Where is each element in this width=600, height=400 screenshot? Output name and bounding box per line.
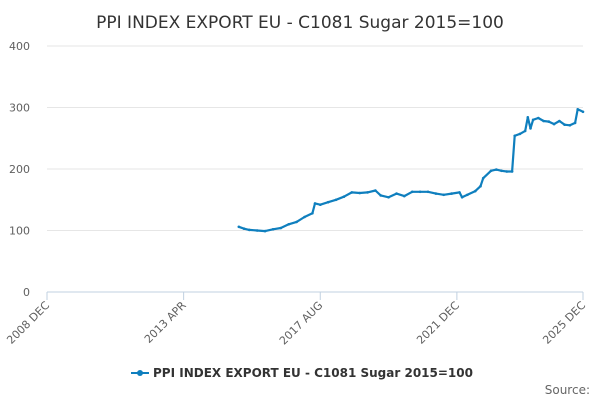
data-point[interactable] <box>311 212 314 215</box>
data-point[interactable] <box>326 200 330 204</box>
data-point[interactable] <box>287 223 291 226</box>
legend-label: PPI INDEX EXPORT EU - C1081 Sugar 2015=1… <box>153 366 473 380</box>
y-tick-label: 400 <box>9 40 30 53</box>
x-axis: 2008 DEC 2013 APR 2017 AUG 2021 DEC 2025 DEC <box>4 292 588 347</box>
data-point[interactable] <box>513 134 516 138</box>
data-point[interactable] <box>531 118 535 122</box>
data-point[interactable] <box>334 198 338 202</box>
grid-lines <box>47 45 583 293</box>
data-point[interactable] <box>573 121 577 125</box>
data-point[interactable] <box>242 227 246 230</box>
data-point[interactable] <box>263 229 267 233</box>
data-point[interactable] <box>474 189 477 193</box>
data-point[interactable] <box>495 168 498 171</box>
data-point[interactable] <box>434 192 438 195</box>
data-point[interactable] <box>523 129 527 133</box>
y-axis: 0 100 200 300 400 <box>9 40 30 299</box>
y-tick-label: 200 <box>9 163 30 176</box>
data-point[interactable] <box>510 170 514 173</box>
x-tick-label: 2017 AUG <box>277 299 326 348</box>
chart-title: PPI INDEX EXPORT EU - C1081 Sugar 2015=1… <box>96 13 504 33</box>
data-point[interactable] <box>552 122 556 126</box>
data-point[interactable] <box>500 169 503 173</box>
data-point[interactable] <box>558 119 561 123</box>
x-tick-label: 2025 DEC <box>540 299 588 347</box>
y-tick-label: 0 <box>23 286 30 299</box>
data-point[interactable] <box>542 119 545 123</box>
data-point[interactable] <box>563 123 566 126</box>
data-point[interactable] <box>576 108 579 111</box>
data-point[interactable] <box>450 192 453 195</box>
source-label: Source: <box>545 383 590 397</box>
data-point[interactable] <box>518 132 522 136</box>
y-tick-label: 100 <box>9 225 30 238</box>
x-tick-label: 2013 APR <box>142 299 189 346</box>
data-point[interactable] <box>466 193 469 197</box>
data-point[interactable] <box>410 190 414 194</box>
data-point[interactable] <box>366 191 369 194</box>
legend-point-marker <box>137 370 143 376</box>
data-point[interactable] <box>479 184 482 188</box>
data-point[interactable] <box>481 176 485 180</box>
data-point[interactable] <box>350 191 354 194</box>
data-point[interactable] <box>529 127 532 130</box>
y-tick-label: 300 <box>9 102 30 115</box>
data-point[interactable] <box>458 191 461 194</box>
data-point[interactable] <box>395 192 398 195</box>
data-point[interactable] <box>342 195 346 198</box>
legend[interactable]: PPI INDEX EXPORT EU - C1081 Sugar 2015=1… <box>131 366 473 380</box>
data-point[interactable] <box>442 193 446 197</box>
data-point[interactable] <box>303 215 306 219</box>
data-point[interactable] <box>426 190 430 194</box>
data-point[interactable] <box>295 220 298 224</box>
data-point[interactable] <box>460 196 464 199</box>
data-point[interactable] <box>403 194 406 198</box>
data-point[interactable] <box>547 120 551 123</box>
data-point[interactable] <box>387 196 390 199</box>
x-tick-label: 2008 DEC <box>4 299 52 347</box>
data-point[interactable] <box>358 191 362 195</box>
data-point[interactable] <box>489 169 493 173</box>
data-point[interactable] <box>255 229 259 232</box>
data-point[interactable] <box>279 226 283 230</box>
data-point[interactable] <box>537 116 540 120</box>
data-point[interactable] <box>568 124 572 127</box>
data-point[interactable] <box>505 170 509 173</box>
series-layer <box>237 108 585 233</box>
data-point[interactable] <box>379 194 383 197</box>
data-point[interactable] <box>526 116 530 119</box>
data-point[interactable] <box>581 110 585 114</box>
data-point[interactable] <box>313 202 317 205</box>
data-point[interactable] <box>374 189 377 192</box>
data-point[interactable] <box>319 203 322 206</box>
data-point[interactable] <box>418 190 422 194</box>
data-point[interactable] <box>248 228 251 232</box>
data-point[interactable] <box>237 225 241 229</box>
data-point[interactable] <box>271 228 275 231</box>
x-tick-label: 2021 DEC <box>414 299 462 347</box>
